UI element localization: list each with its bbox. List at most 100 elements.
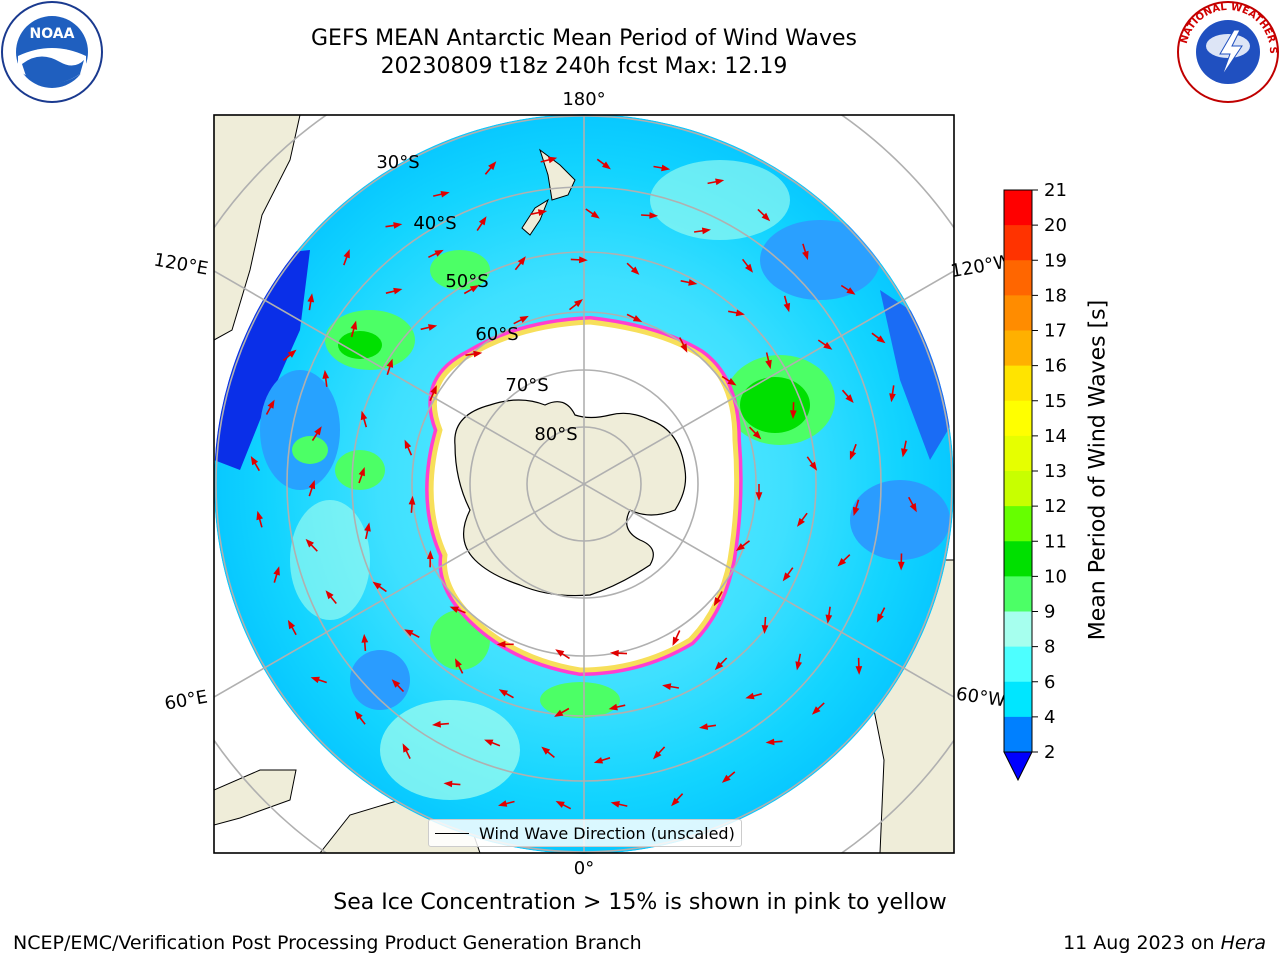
colorbar-segment xyxy=(1004,295,1032,331)
wind-wave-arrowhead xyxy=(797,517,805,527)
wind-wave-arrowhead xyxy=(287,349,297,358)
colorbar-tick-label: 17 xyxy=(1044,321,1067,342)
wind-wave-arrowhead xyxy=(837,558,847,567)
wind-wave-arrowhead xyxy=(901,448,908,458)
colorbar-label: Mean Period of Wind Waves [s] xyxy=(1085,299,1111,641)
wind-wave-arrowhead xyxy=(672,636,680,646)
lon-label-180: 180° xyxy=(562,89,605,110)
lat-label-80s: 80°S xyxy=(534,424,577,445)
wind-wave-arrowhead xyxy=(360,410,368,421)
wind-wave-arrowhead xyxy=(498,800,508,807)
wind-wave-arrowhead xyxy=(484,739,494,746)
map-frame xyxy=(213,114,955,854)
wind-wave-arrowhead xyxy=(541,746,551,755)
wind-wave-arrowhead xyxy=(590,210,600,219)
sea-ice-note: Sea Ice Concentration > 15% is shown in … xyxy=(333,890,947,915)
wind-wave-arrowhead xyxy=(755,492,763,501)
colorbar: 21 20 19 18 17 16 15 14 13 12 11 10 9 8 6 4 2 xyxy=(1003,180,1067,782)
wind-wave-arrowhead xyxy=(825,614,833,624)
wind-wave-arrowhead xyxy=(765,359,772,370)
colorbar-tick-label: 9 xyxy=(1044,602,1055,623)
wind-wave-arrowhead xyxy=(364,522,371,532)
wind-wave-arrowhead xyxy=(680,343,688,353)
wind-wave-arrowhead xyxy=(519,315,529,323)
wind-wave-arrowhead xyxy=(478,216,487,226)
lat-label-50s: 50°S xyxy=(445,271,488,292)
wind-wave-arrowhead xyxy=(354,710,363,720)
wind-wave-arrowhead xyxy=(876,613,884,623)
wind-wave-arrowhead xyxy=(846,287,856,295)
credit-text: NCEP/EMC/Verification Post Processing Pr… xyxy=(13,932,642,954)
colorbar-tick-label: 6 xyxy=(1044,672,1055,693)
wind-wave-arrowhead xyxy=(688,279,698,286)
wind-wave-arrowhead xyxy=(361,633,369,643)
wind-wave-arrowhead xyxy=(350,320,358,330)
wind-wave-arrowhead xyxy=(671,797,680,807)
nws-logo: NATIONAL WEATHER SERVICE xyxy=(1176,0,1279,103)
wind-wave-arrowhead xyxy=(845,394,854,403)
colorbar-segment xyxy=(1004,330,1032,367)
wind-wave-arrowhead xyxy=(745,263,753,273)
lon-label-0: 0° xyxy=(574,858,594,879)
colorbar-segment xyxy=(1004,506,1032,542)
wind-wave-arrowhead xyxy=(310,676,320,684)
noaa-logo-text: NOAA xyxy=(30,26,75,42)
wind-wave-arrowhead xyxy=(548,156,558,164)
date-text: 11 Aug 2023 on xyxy=(1063,932,1221,954)
wind-wave-arrowhead xyxy=(358,467,365,477)
wind-wave-arrowhead xyxy=(701,227,711,235)
colorbar-tick-label: 19 xyxy=(1044,250,1067,271)
colorbar-segment xyxy=(1004,576,1032,612)
wind-wave-arrowhead xyxy=(662,683,672,690)
legend: Wind Wave Direction (unscaled) xyxy=(428,819,742,847)
wind-wave-arrowhead xyxy=(440,191,450,198)
wind-wave-arrowhead xyxy=(473,350,483,358)
colorbar-tick-label: 16 xyxy=(1044,356,1067,377)
wind-wave-arrowhead xyxy=(783,302,791,313)
lon-label-60w: 60°W xyxy=(955,684,1007,712)
wind-wave-arrowhead xyxy=(498,689,508,697)
wind-wave-arrowhead xyxy=(386,358,394,368)
wind-wave-arrowhead xyxy=(469,285,479,293)
wind-wave-arrowhead xyxy=(653,750,662,760)
wind-wave-arrowhead xyxy=(727,378,737,386)
colorbar-tick-label: 13 xyxy=(1044,461,1067,482)
wind-wave-arrowhead xyxy=(721,774,731,783)
colorbar-segment xyxy=(1004,225,1032,261)
wind-wave-arrowhead xyxy=(555,801,565,808)
colorbar-extend-triangle xyxy=(1003,751,1033,782)
wind-wave-arrowhead xyxy=(649,212,659,219)
colorbar-tick-label: 14 xyxy=(1044,426,1067,447)
wind-wave-arrowhead xyxy=(393,287,403,295)
colorbar-segment xyxy=(1004,646,1032,683)
wind-wave-arrowhead xyxy=(789,410,797,420)
wind-wave-arrowhead xyxy=(443,780,453,788)
wind-wave-arrowhead xyxy=(897,561,905,571)
wind-wave-arrowhead xyxy=(849,450,857,460)
wind-wave-arrowhead xyxy=(579,256,588,264)
wind-wave-arrowhead xyxy=(449,606,459,613)
colorbar-tick-label: 2 xyxy=(1044,742,1055,763)
wind-wave-arrowhead xyxy=(632,315,643,322)
wind-wave-arrowhead xyxy=(273,566,280,576)
wind-wave-arrowhead xyxy=(574,299,583,308)
colorbar-segment xyxy=(1004,435,1032,472)
legend-line-swatch xyxy=(435,832,469,834)
wind-wave-arrowhead xyxy=(735,543,745,551)
wind-wave-arrowhead xyxy=(699,723,709,730)
lat-label-30s: 30°S xyxy=(376,152,419,173)
wind-wave-arrows xyxy=(250,156,917,810)
lon-label-60e: 60°E xyxy=(163,686,209,714)
wind-wave-arrowhead xyxy=(714,661,724,671)
wind-wave-arrowhead xyxy=(496,640,506,648)
colorbar-segment xyxy=(1004,260,1032,296)
colorbar-tick-label: 8 xyxy=(1044,637,1055,658)
wind-wave-arrowhead xyxy=(593,757,604,764)
wind-wave-arrowhead xyxy=(876,335,886,344)
wind-wave-arrowhead xyxy=(404,439,412,449)
wind-wave-arrowhead xyxy=(889,393,896,403)
wind-wave-arrowhead xyxy=(314,426,322,436)
wind-wave-arrowhead xyxy=(430,385,437,395)
colorbar-tick-label: 20 xyxy=(1044,215,1067,236)
wind-wave-arrowhead xyxy=(517,256,526,266)
